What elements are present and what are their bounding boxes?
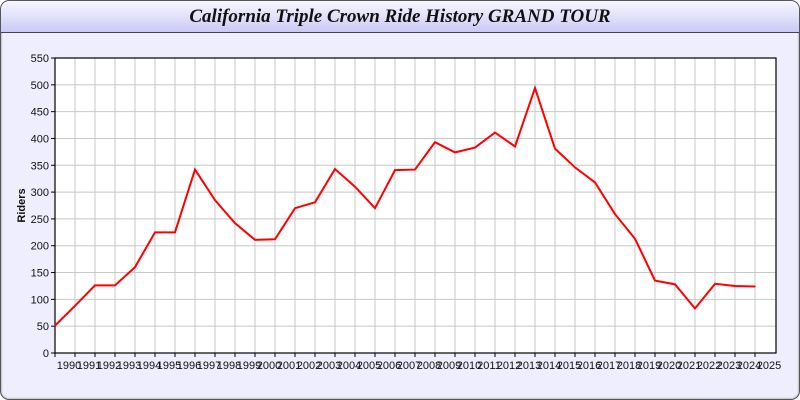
data-point xyxy=(694,307,696,310)
x-tick-label: 2008 xyxy=(417,360,441,372)
x-tick-label: 2014 xyxy=(537,360,561,372)
data-point xyxy=(514,145,516,148)
x-tick-label: 2001 xyxy=(277,360,301,372)
x-tick-label: 1996 xyxy=(177,360,201,372)
x-tick-label: 1998 xyxy=(217,360,241,372)
plot-border xyxy=(54,57,777,354)
x-tick-label: 2000 xyxy=(257,360,281,372)
x-tick-label: 1997 xyxy=(197,360,221,372)
x-tick-label: 2018 xyxy=(617,360,641,372)
data-point xyxy=(74,305,76,307)
data-point xyxy=(134,266,136,268)
data-point xyxy=(734,285,736,287)
x-tick-label: 2011 xyxy=(477,360,501,372)
x-tick-label: 1995 xyxy=(157,360,181,372)
data-point xyxy=(554,147,556,150)
data-point xyxy=(314,201,316,204)
y-tick-label: 300 xyxy=(31,187,49,199)
x-tick-label: 2003 xyxy=(317,360,341,372)
data-point xyxy=(434,141,436,144)
data-point xyxy=(174,231,176,234)
x-tick-label: 1991 xyxy=(77,360,101,372)
data-point xyxy=(274,238,276,241)
data-point xyxy=(354,185,356,188)
x-tick-label: 2020 xyxy=(657,360,681,372)
y-tick-label: 500 xyxy=(31,80,49,92)
data-point xyxy=(614,213,616,215)
x-tick-label: 2024 xyxy=(737,360,761,372)
data-point xyxy=(474,146,476,149)
data-point xyxy=(634,237,636,240)
data-point xyxy=(94,284,96,287)
x-tick-label: 2010 xyxy=(457,360,481,372)
x-tick-label: 2005 xyxy=(357,360,381,372)
x-tick-label: 2021 xyxy=(677,360,701,372)
x-tick-label: 2002 xyxy=(297,360,321,372)
data-point xyxy=(114,284,116,287)
title-bar: California Triple Crown Ride History GRA… xyxy=(1,1,799,33)
data-point xyxy=(674,283,676,286)
x-tick-label: 1990 xyxy=(57,360,81,372)
data-point xyxy=(294,207,296,209)
x-tick-label: 2022 xyxy=(697,360,721,372)
series-line xyxy=(54,84,756,327)
x-tick-label: 2016 xyxy=(577,360,601,372)
data-point xyxy=(594,181,596,184)
chart-title: California Triple Crown Ride History GRA… xyxy=(189,6,611,27)
x-tick-label: 2006 xyxy=(377,360,401,372)
x-tick-label: 1992 xyxy=(97,360,121,372)
y-tick-label: 50 xyxy=(37,321,49,333)
x-tick-label: 2025 xyxy=(757,360,781,372)
y-tick-label: 450 xyxy=(31,107,49,119)
x-tick-label: 2023 xyxy=(717,360,741,372)
x-tick-label: 2012 xyxy=(497,360,521,372)
x-tick-label: 2013 xyxy=(517,360,541,372)
data-point xyxy=(374,207,376,209)
x-tick-label: 2004 xyxy=(337,360,361,372)
data-point xyxy=(394,169,396,171)
data-point xyxy=(214,199,216,201)
data-point xyxy=(534,87,536,89)
x-tick-label: 2009 xyxy=(437,360,461,372)
x-tick-label: 2015 xyxy=(557,360,581,372)
x-tick-label: 2019 xyxy=(637,360,661,372)
y-tick-label: 250 xyxy=(31,214,49,226)
data-point xyxy=(334,168,336,170)
x-tick-label: 2007 xyxy=(397,360,421,372)
y-tick-label: 400 xyxy=(31,133,49,145)
y-tick-label: 0 xyxy=(43,348,49,360)
x-tick-label: 2017 xyxy=(597,360,621,372)
data-point xyxy=(494,131,496,134)
data-point xyxy=(234,222,236,224)
data-point xyxy=(414,168,416,171)
data-point xyxy=(754,285,756,288)
x-tick-label: 1999 xyxy=(237,360,261,372)
x-tick-label: 1993 xyxy=(117,360,141,372)
data-point xyxy=(194,168,196,171)
data-point xyxy=(154,231,156,234)
y-tick-label: 550 xyxy=(31,53,49,65)
data-point xyxy=(454,151,456,154)
y-axis-label: Riders xyxy=(16,188,28,222)
y-tick-label: 100 xyxy=(31,294,49,306)
y-tick-label: 200 xyxy=(31,241,49,253)
data-point xyxy=(654,279,656,282)
y-tick-label: 150 xyxy=(31,268,49,280)
y-tick-label: 350 xyxy=(31,160,49,172)
data-point xyxy=(574,166,576,169)
data-point xyxy=(714,283,716,285)
data-point xyxy=(54,324,56,327)
x-tick-label: 1994 xyxy=(137,360,161,372)
data-point xyxy=(254,239,256,241)
